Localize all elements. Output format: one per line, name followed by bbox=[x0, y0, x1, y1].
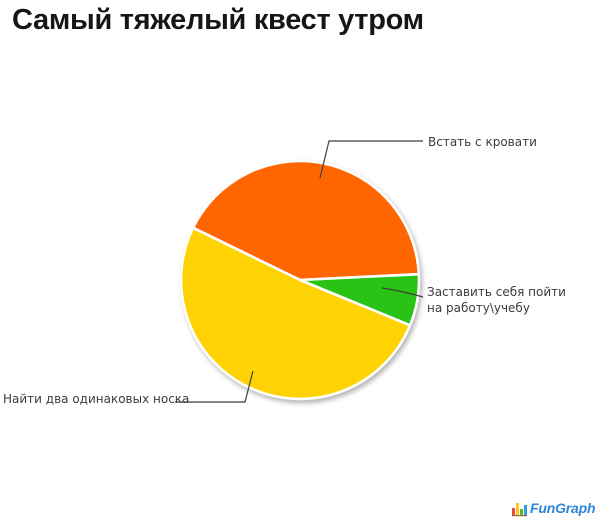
slice-label-bed: Встать с кровати bbox=[428, 135, 537, 149]
slice-label-socks: Найти два одинаковых носка bbox=[3, 392, 190, 406]
pie-slice-2 bbox=[179, 226, 412, 401]
chart-title: Самый тяжелый квест утром bbox=[12, 4, 424, 36]
logo-bar-3 bbox=[524, 505, 527, 515]
slice-label-work-line2: на работу\учебу bbox=[427, 301, 530, 315]
logo-text-fun: Fun bbox=[530, 500, 556, 516]
fungraph-watermark: FunGraph bbox=[512, 500, 595, 517]
pie-slices bbox=[179, 159, 421, 401]
slice-label-work-line1: Заставить себя пойти bbox=[427, 285, 566, 299]
callout-line-work bbox=[381, 287, 424, 298]
bar-chart-icon bbox=[512, 503, 527, 517]
logo-bar-2 bbox=[520, 509, 523, 515]
slice-label-work: Заставить себя пойти на работу\учебу bbox=[427, 284, 566, 316]
callout-line-bed bbox=[319, 140, 423, 179]
logo-bar-0 bbox=[512, 508, 515, 515]
logo-baseline bbox=[512, 515, 527, 517]
logo-text-graph: Graph bbox=[555, 500, 596, 516]
callout-line-socks bbox=[175, 370, 254, 403]
fungraph-logo-text: FunGraph bbox=[530, 500, 595, 517]
logo-bar-1 bbox=[516, 503, 519, 515]
